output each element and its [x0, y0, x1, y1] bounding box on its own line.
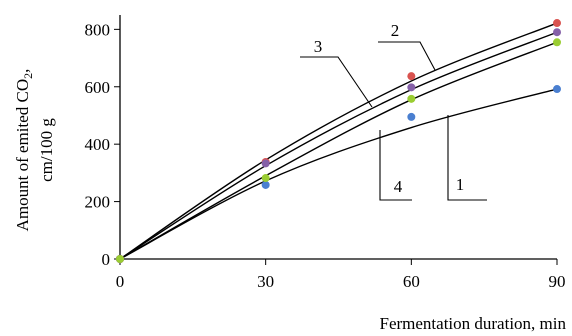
data-points [116, 19, 561, 263]
series-label-2: 2 [391, 21, 400, 40]
data-point-series-2 [553, 19, 561, 28]
y-axis-title-line1: Amount of emited CO2, [13, 69, 35, 232]
curve-4 [119, 41, 558, 260]
x-axis-title: Fermentation duration, min [380, 314, 567, 333]
callout-line-3 [300, 56, 373, 108]
data-point-series-2 [407, 72, 416, 81]
callout-line-1 [447, 115, 487, 201]
data-point-series-4 [116, 255, 124, 263]
axis-labels: Amount of emited CO2, cm/100 g Fermentat… [13, 69, 566, 333]
x-tick-label: 30 [257, 272, 274, 291]
callout-line-2 [378, 41, 436, 71]
data-point-series-4 [261, 174, 270, 183]
y-axis-title-line2: cm/100 g [37, 118, 56, 182]
curves [119, 22, 558, 260]
y-tick-label: 200 [85, 193, 111, 212]
x-tick-label: 0 [116, 272, 125, 291]
y-tick-label: 600 [85, 78, 111, 97]
y-tick-label: 400 [85, 135, 111, 154]
data-point-series-1 [553, 85, 561, 94]
y-axis-title-subscript: 2 [21, 73, 35, 79]
data-point-series-1 [261, 180, 270, 189]
series-callouts: 1 2 3 4 [300, 21, 487, 201]
series-label-1: 1 [456, 175, 465, 194]
y-axis-title-comma: , [13, 69, 32, 73]
y-tick-label: 800 [85, 20, 111, 39]
x-tick-label: 90 [549, 272, 566, 291]
callout-line-4 [379, 130, 412, 201]
x-tick-label: 60 [403, 272, 420, 291]
data-point-series-1 [407, 112, 416, 121]
series-label-4: 4 [394, 177, 403, 196]
series-label-3: 3 [314, 37, 323, 56]
data-point-series-3 [261, 159, 270, 168]
axes: 0 200 400 600 800 0 30 60 90 [85, 15, 566, 291]
data-point-series-3 [553, 28, 561, 37]
curve-1 [119, 88, 558, 260]
curve-2 [119, 22, 558, 260]
data-point-series-4 [553, 38, 561, 47]
curve-3 [119, 31, 558, 260]
y-tick-label: 0 [102, 250, 111, 269]
data-point-series-4 [407, 94, 416, 103]
data-point-series-3 [407, 83, 416, 92]
